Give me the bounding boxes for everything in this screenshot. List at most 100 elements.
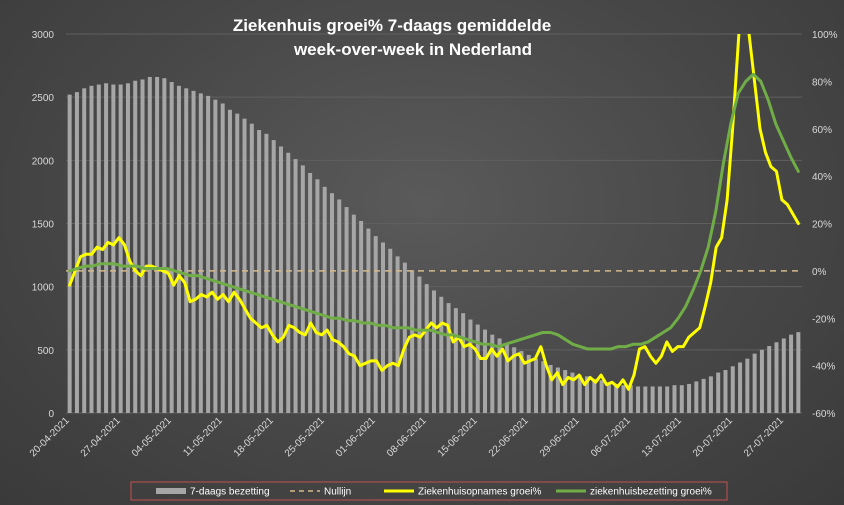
y-left-tick-label: 3000 [32,30,55,41]
bar [104,83,109,414]
chart-title-line-2: week-over-week in Nederland [293,40,532,59]
y-right-tick-label: 100% [812,30,838,41]
y-left-tick-label: 1000 [32,283,55,294]
gridlines [66,33,802,414]
bar [286,152,291,413]
bar [395,256,400,413]
bar [497,338,502,413]
bar [483,329,488,413]
x-tick-label: 13-07-2021 [640,415,684,459]
bar [592,378,597,413]
bar [519,351,524,413]
bar [293,159,298,413]
bar [380,242,385,413]
chart-title-line-1: Ziekenhuis groei% 7-daags gemiddelde [233,16,551,35]
bar [628,385,633,413]
bar [366,228,371,413]
y-right-tick-label: 80% [812,77,832,88]
bar [526,354,531,413]
legend-border [130,481,728,501]
bar [213,99,218,413]
bar [636,386,641,413]
bar [606,382,611,413]
bar [308,172,313,413]
bar [730,366,735,413]
x-tick-label: 15-06-2021 [436,415,480,459]
bar [643,386,648,413]
bar [461,313,466,413]
x-tick-label: 11-05-2021 [181,415,225,459]
x-tick-label: 22-06-2021 [487,415,531,459]
bar [723,370,728,413]
bar [235,113,240,413]
bar [155,76,160,413]
bar [781,338,786,413]
bar [650,386,655,413]
bar [198,93,203,413]
bar [125,83,130,414]
bar [475,324,480,413]
bar [242,118,247,413]
bar [278,146,283,413]
bar [300,165,305,413]
bar [359,220,364,413]
bar [599,380,604,413]
bar [789,334,794,413]
y-left-tick-label: 1500 [32,220,55,231]
bar [621,385,626,413]
y-left-tick-label: 0 [48,409,54,420]
x-tick-label: 20-04-2021 [28,415,72,459]
bar [738,362,743,413]
y-right-tick-label: 40% [812,172,832,183]
legend-opnames-label: Ziekenhuisopnames groei% [418,487,542,498]
bar [570,372,575,413]
bar [227,109,232,414]
bar [271,140,276,413]
x-tick-label: 27-04-2021 [79,415,123,459]
bar [315,179,320,413]
bar [716,372,721,413]
bar [767,346,772,413]
bar [344,207,349,413]
bar [424,284,429,413]
bar-series [67,76,801,414]
bar [759,349,764,413]
bar [752,353,757,413]
bar [577,375,582,413]
bar [184,88,189,413]
bar [133,80,138,414]
bar [512,347,517,413]
x-tick-label: 29-06-2021 [538,415,582,459]
bar [687,383,692,413]
bar [614,383,619,413]
bar [679,385,684,413]
x-tick-label: 04-05-2021 [130,415,174,459]
y-right-tick-label: 20% [812,220,832,231]
bar [257,130,262,413]
bar [585,376,590,413]
bar [89,85,94,414]
bar [140,79,145,413]
bar [169,82,174,413]
bar [672,385,677,413]
bar [555,367,560,413]
bar [206,95,211,414]
x-tick-label: 25-05-2021 [283,415,327,459]
y-right-tick-label: -40% [812,362,835,373]
x-tick-label: 06-07-2021 [589,415,633,459]
legend-bezetting-groei-label: ziekenhuisbezetting groei% [590,487,712,498]
bar [534,358,539,413]
bar [453,308,458,413]
bar [657,386,662,413]
y-right-tick-label: -20% [812,314,835,325]
bar [490,334,495,413]
x-tick-label: 20-07-2021 [691,415,735,459]
bar [147,76,152,413]
bar [329,193,334,413]
bar [351,214,356,413]
legend: 7-daags bezetting Nullijn Ziekenhuisopname… [130,481,728,501]
y-left-tick-label: 2500 [32,93,55,104]
y-left-tick-label: 2000 [32,156,55,167]
bar [417,276,422,413]
